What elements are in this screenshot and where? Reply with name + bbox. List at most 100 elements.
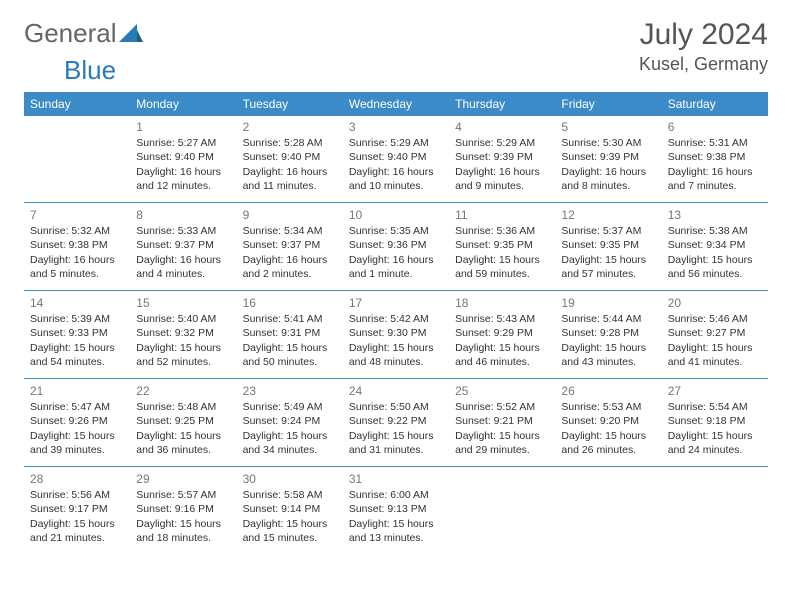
sunset-text: Sunset: 9:35 PM bbox=[561, 238, 655, 252]
day-number: 6 bbox=[668, 119, 762, 135]
day-number: 7 bbox=[30, 207, 124, 223]
daylight-text: and 39 minutes. bbox=[30, 443, 124, 457]
sunset-text: Sunset: 9:32 PM bbox=[136, 326, 230, 340]
daylight-text: Daylight: 16 hours bbox=[30, 253, 124, 267]
title-block: July 2024 Kusel, Germany bbox=[639, 18, 768, 75]
calendar-cell: 30Sunrise: 5:58 AMSunset: 9:14 PMDayligh… bbox=[237, 468, 343, 554]
day-header: Wednesday bbox=[343, 92, 449, 116]
calendar-week: 1Sunrise: 5:27 AM Sunset: 9:40 PM Daylight… bbox=[24, 116, 768, 202]
calendar-cell: 28Sunrise: 5:56 AMSunset: 9:17 PMDayligh… bbox=[24, 468, 130, 554]
sunrise-text: Sunrise: 5:34 AM bbox=[243, 224, 337, 238]
calendar-cell: 2Sunrise: 5:28 AMSunset: 9:40 PMDaylight… bbox=[237, 116, 343, 202]
calendar-cell: 23Sunrise: 5:49 AMSunset: 9:24 PMDayligh… bbox=[237, 380, 343, 466]
day-header: Monday bbox=[130, 92, 236, 116]
daylight-text: and 9 minutes. bbox=[455, 179, 549, 193]
calendar-cell: 20Sunrise: 5:46 AMSunset: 9:27 PMDayligh… bbox=[662, 292, 768, 378]
daylight-text: and 59 minutes. bbox=[455, 267, 549, 281]
sunrise-text: Sunrise: 5:53 AM bbox=[561, 400, 655, 414]
sunrise-text: Sunrise: 5:40 AM bbox=[136, 312, 230, 326]
sunrise-text: Sunrise: 5:36 AM bbox=[455, 224, 549, 238]
daylight-text: and 31 minutes. bbox=[349, 443, 443, 457]
day-header: Saturday bbox=[662, 92, 768, 116]
daylight-text: Daylight: 16 hours bbox=[136, 253, 230, 267]
sunrise-text: Sunrise: 5:52 AM bbox=[455, 400, 549, 414]
calendar-cell: 26Sunrise: 5:53 AMSunset: 9:20 PMDayligh… bbox=[555, 380, 661, 466]
daylight-text: Daylight: 15 hours bbox=[668, 341, 762, 355]
sunrise-text: Sunrise: 5:30 AM bbox=[561, 136, 655, 150]
calendar-cell: 17Sunrise: 5:42 AMSunset: 9:30 PMDayligh… bbox=[343, 292, 449, 378]
sunset-text: Sunset: 9:29 PM bbox=[455, 326, 549, 340]
daylight-text: Daylight: 15 hours bbox=[243, 517, 337, 531]
daylight-text: and 26 minutes. bbox=[561, 443, 655, 457]
day-number: 12 bbox=[561, 207, 655, 223]
month-title: July 2024 bbox=[639, 18, 768, 52]
daylight-text: and 43 minutes. bbox=[561, 355, 655, 369]
daylight-text: Daylight: 16 hours bbox=[243, 253, 337, 267]
sunrise-text: Sunrise: 5:33 AM bbox=[136, 224, 230, 238]
daylight-text: Daylight: 15 hours bbox=[561, 253, 655, 267]
daylight-text: and 57 minutes. bbox=[561, 267, 655, 281]
calendar-cell: 25Sunrise: 5:52 AMSunset: 9:21 PMDayligh… bbox=[449, 380, 555, 466]
calendar-cell: 21Sunrise: 5:47 AMSunset: 9:26 PMDayligh… bbox=[24, 380, 130, 466]
calendar-cell: 22Sunrise: 5:48 AMSunset: 9:25 PMDayligh… bbox=[130, 380, 236, 466]
sunrise-text: Sunrise: 5:27 AM bbox=[136, 136, 230, 150]
day-number: 16 bbox=[243, 295, 337, 311]
sunrise-text: Sunrise: 5:50 AM bbox=[349, 400, 443, 414]
day-number: 9 bbox=[243, 207, 337, 223]
logo-text-2: Blue bbox=[64, 55, 116, 85]
sunrise-text: Sunrise: 5:46 AM bbox=[668, 312, 762, 326]
sunrise-text: Sunrise: 5:28 AM bbox=[243, 136, 337, 150]
day-number: 1 bbox=[136, 119, 230, 135]
sunset-text: Sunset: 9:33 PM bbox=[30, 326, 124, 340]
calendar-cell: 1Sunrise: 5:27 AMSunset: 9:40 PMDaylight… bbox=[130, 116, 236, 202]
sunset-text: Sunset: 9:30 PM bbox=[349, 326, 443, 340]
day-header: Tuesday bbox=[237, 92, 343, 116]
daylight-text: Daylight: 15 hours bbox=[349, 341, 443, 355]
sunset-text: Sunset: 9:31 PM bbox=[243, 326, 337, 340]
calendar-cell: 13Sunrise: 5:38 AMSunset: 9:34 PMDayligh… bbox=[662, 204, 768, 290]
sunrise-text: Sunrise: 5:41 AM bbox=[243, 312, 337, 326]
daylight-text: Daylight: 15 hours bbox=[455, 341, 549, 355]
sunset-text: Sunset: 9:37 PM bbox=[136, 238, 230, 252]
day-header: Sunday bbox=[24, 92, 130, 116]
daylight-text: and 21 minutes. bbox=[30, 531, 124, 545]
calendar-cell: 15Sunrise: 5:40 AMSunset: 9:32 PMDayligh… bbox=[130, 292, 236, 378]
daylight-text: Daylight: 15 hours bbox=[668, 253, 762, 267]
sunset-text: Sunset: 9:37 PM bbox=[243, 238, 337, 252]
daylight-text: and 48 minutes. bbox=[349, 355, 443, 369]
daylight-text: Daylight: 16 hours bbox=[455, 165, 549, 179]
calendar-cell bbox=[449, 468, 555, 554]
sunset-text: Sunset: 9:40 PM bbox=[349, 150, 443, 164]
daylight-text: and 46 minutes. bbox=[455, 355, 549, 369]
day-number: 18 bbox=[455, 295, 549, 311]
daylight-text: and 56 minutes. bbox=[668, 267, 762, 281]
calendar-cell: 31Sunrise: 6:00 AMSunset: 9:13 PMDayligh… bbox=[343, 468, 449, 554]
sunrise-text: Sunrise: 5:42 AM bbox=[349, 312, 443, 326]
daylight-text: Daylight: 15 hours bbox=[561, 429, 655, 443]
daylight-text: and 8 minutes. bbox=[561, 179, 655, 193]
daylight-text: and 50 minutes. bbox=[243, 355, 337, 369]
calendar-cell: 19Sunrise: 5:44 AMSunset: 9:28 PMDayligh… bbox=[555, 292, 661, 378]
sunset-text: Sunset: 9:16 PM bbox=[136, 502, 230, 516]
sunset-text: Sunset: 9:40 PM bbox=[243, 150, 337, 164]
sunset-text: Sunset: 9:26 PM bbox=[30, 414, 124, 428]
calendar-week: 7Sunrise: 5:32 AMSunset: 9:38 PMDaylight… bbox=[24, 204, 768, 290]
daylight-text: and 11 minutes. bbox=[243, 179, 337, 193]
daylight-text: and 12 minutes. bbox=[136, 179, 230, 193]
sunrise-text: Sunrise: 5:49 AM bbox=[243, 400, 337, 414]
daylight-text: and 36 minutes. bbox=[136, 443, 230, 457]
day-number: 5 bbox=[561, 119, 655, 135]
daylight-text: Daylight: 15 hours bbox=[561, 341, 655, 355]
day-number: 19 bbox=[561, 295, 655, 311]
calendar-cell: 8Sunrise: 5:33 AMSunset: 9:37 PMDaylight… bbox=[130, 204, 236, 290]
day-number: 13 bbox=[668, 207, 762, 223]
calendar-cell: 24Sunrise: 5:50 AMSunset: 9:22 PMDayligh… bbox=[343, 380, 449, 466]
daylight-text: and 34 minutes. bbox=[243, 443, 337, 457]
sunrise-text: Sunrise: 6:00 AM bbox=[349, 488, 443, 502]
sunset-text: Sunset: 9:13 PM bbox=[349, 502, 443, 516]
calendar-cell: 10Sunrise: 5:35 AMSunset: 9:36 PMDayligh… bbox=[343, 204, 449, 290]
sunrise-text: Sunrise: 5:35 AM bbox=[349, 224, 443, 238]
day-number: 20 bbox=[668, 295, 762, 311]
sunset-text: Sunset: 9:36 PM bbox=[349, 238, 443, 252]
sunrise-text: Sunrise: 5:57 AM bbox=[136, 488, 230, 502]
